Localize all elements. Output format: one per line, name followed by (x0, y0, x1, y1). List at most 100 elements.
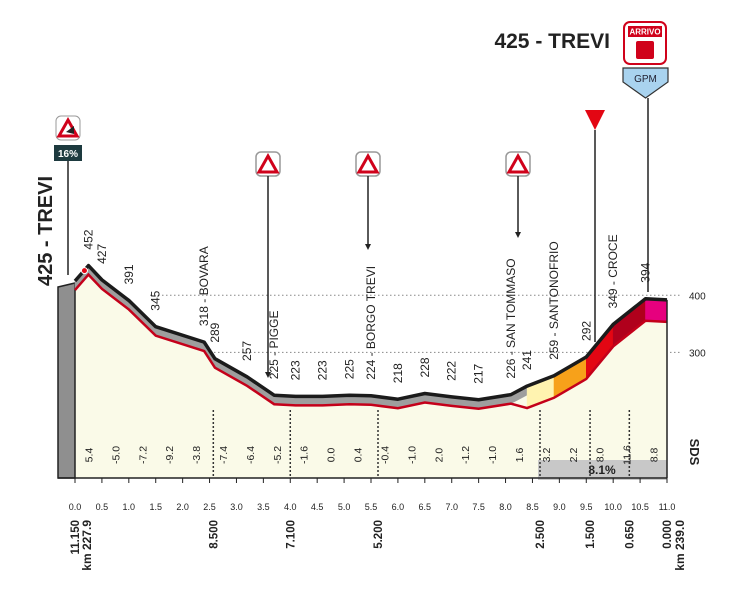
remaining-label: 0.650 (624, 520, 636, 549)
finish-title: 425 - TREVI (494, 30, 610, 53)
x-tick-label: 8.0 (499, 502, 512, 512)
gradient-label: 11.6 (622, 445, 634, 465)
altitude-label: 225 - PIGGE (267, 311, 281, 380)
x-tick-label: 11.0 (659, 502, 676, 512)
remaining-label: 2.500 (535, 520, 547, 549)
sign-triangle (506, 152, 530, 174)
altitude-label: 292 (579, 321, 593, 341)
altitude-label: 241 (520, 350, 534, 370)
signs (255, 151, 531, 378)
x-tick-label: 0.5 (96, 502, 109, 512)
gradient-label: -1.6 (299, 446, 311, 464)
max-gradient-box (54, 145, 82, 161)
altitude-label: 345 (149, 290, 163, 310)
altitude-label: 349 - CROCE (606, 234, 620, 308)
finish-badge-text: ARRIVO (629, 28, 660, 37)
gpm-badge (622, 67, 669, 99)
gradient-label: 2.2 (568, 448, 580, 463)
gradient-label: 2.0 (433, 448, 445, 463)
altitude-label: 257 (240, 341, 254, 361)
gradient-label: 5.4 (83, 448, 95, 463)
x-tick-label: 7.0 (445, 502, 458, 512)
altitude-label: 223 (316, 360, 330, 380)
gradient-label: -5.2 (272, 446, 284, 464)
finish-badge-band (628, 26, 662, 37)
altitude-label: 224 - BORGO TREVI (364, 266, 378, 380)
x-tick-label: 9.0 (553, 502, 566, 512)
y-tick-label: 400 (689, 291, 706, 302)
altitude-label: 217 (472, 363, 486, 383)
x-tick-label: 10.5 (631, 502, 649, 512)
avg-gradient: 8.1% (588, 463, 616, 477)
x-tick-label: 4.5 (311, 502, 324, 512)
profile-area (75, 265, 667, 478)
max-gradient: 16% (58, 149, 78, 160)
altitude-label: 391 (122, 264, 136, 284)
remaining-label: 1.500 (585, 520, 597, 549)
y-tick-label: 300 (689, 348, 706, 359)
gradient-label: 3.2 (541, 448, 553, 463)
remaining-label: 8.500 (208, 520, 220, 549)
x-tick-label: 3.0 (230, 502, 243, 512)
start-km: km 227.9 (80, 520, 94, 571)
x-tick-label: 5.0 (338, 502, 351, 512)
arrow (365, 244, 371, 250)
gradient-label: 0.0 (326, 448, 338, 463)
sign-triangle (256, 152, 280, 174)
x-tick-label: 6.5 (419, 502, 432, 512)
gpm-text: GPM (634, 74, 657, 85)
x-tick-label: 6.0 (392, 502, 405, 512)
x-tick-label: 3.5 (257, 502, 270, 512)
avg-gradient-bar (538, 460, 667, 480)
gradient-label: -1.0 (487, 446, 499, 464)
gradient-label: -7.4 (218, 446, 230, 464)
altitude-label: 394 (638, 262, 652, 282)
gradient-label: -3.8 (191, 446, 203, 464)
brand: SDS (687, 439, 702, 466)
gradient-label: -7.2 (137, 446, 149, 464)
gradient-label: 8.0 (595, 448, 607, 463)
x-tick-label: 1.0 (123, 502, 136, 512)
gradient-label: -9.2 (164, 446, 176, 464)
ribbon-edge (74, 272, 668, 411)
sign-slope (66, 126, 74, 134)
x-tick-label: 10.0 (604, 502, 622, 512)
start-point (80, 267, 88, 275)
gradient-label: 1.6 (514, 448, 526, 463)
remaining-label: 0.000 (662, 520, 674, 549)
x-tick-label: 2.0 (176, 502, 189, 512)
gradient-label: -0.4 (379, 446, 391, 464)
sign-triangle (356, 152, 380, 174)
background-layer (75, 265, 681, 478)
altitude-label: 222 (445, 361, 459, 381)
last-km-flag (585, 110, 605, 130)
x-tick-label: 4.0 (284, 502, 297, 512)
x-tick-label: 8.5 (526, 502, 539, 512)
altitude-label: 427 (95, 244, 109, 264)
altitude-label: 452 (81, 229, 95, 249)
remaining-label: 5.200 (373, 520, 385, 549)
altitude-label: 226 - SAN TOMMASO (504, 258, 518, 378)
gradient-label: -1.2 (460, 446, 472, 464)
gradient-label: -1.0 (406, 446, 418, 464)
remaining-label: 11.150 (70, 520, 82, 555)
altitude-label: 259 - SANTONOFRIO (547, 241, 561, 359)
x-tick-label: 9.5 (580, 502, 593, 512)
x-tick-label: 2.5 (203, 502, 216, 512)
arrow (515, 232, 521, 238)
altitude-label: 289 (208, 322, 222, 342)
left-wall (57, 282, 76, 479)
profile-line (73, 263, 668, 402)
end-km: km 239.0 (673, 520, 687, 571)
remaining-label: 7.100 (285, 520, 297, 549)
altitude-label: 318 - BOVARA (197, 246, 211, 326)
gradient-label: 0.4 (353, 448, 365, 463)
start-label: 425 - TREVI (35, 176, 57, 286)
ribbon-segment (645, 298, 668, 323)
x-tick-label: 1.5 (149, 502, 162, 512)
gradient-label: 8.8 (649, 448, 661, 463)
arrow (265, 372, 271, 378)
finish-icon (636, 41, 654, 59)
x-tick-label: 5.5 (365, 502, 378, 512)
